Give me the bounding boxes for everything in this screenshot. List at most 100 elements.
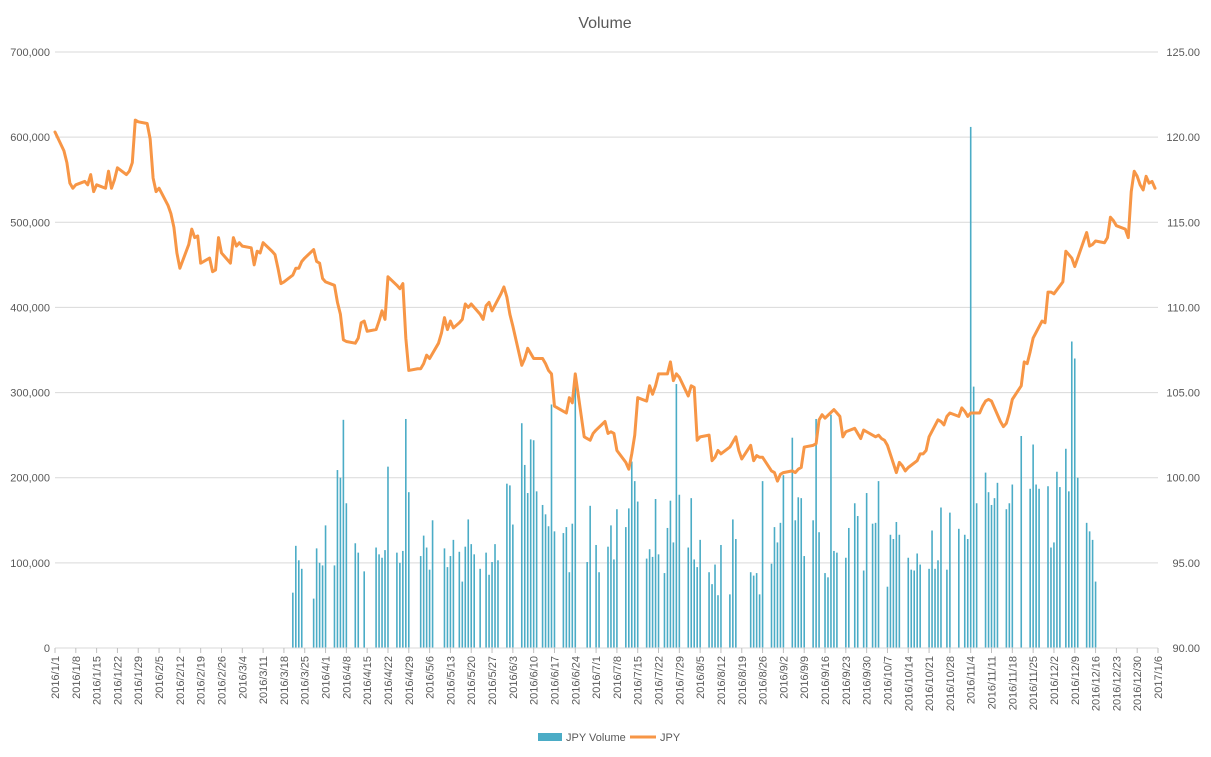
- x-tick-label: 2016/3/4: [237, 656, 249, 699]
- volume-bar: [628, 508, 630, 648]
- volume-bar: [1035, 484, 1037, 648]
- volume-bar: [963, 534, 966, 648]
- volume-bar: [520, 423, 523, 648]
- volume-bar: [657, 554, 660, 648]
- left-tick-label: 300,000: [10, 388, 50, 400]
- volume-bar: [937, 560, 939, 648]
- x-tick-label: 2016/7/8: [612, 656, 624, 699]
- volume-bar: [729, 594, 731, 648]
- volume-bar: [672, 542, 675, 648]
- jpy-line: [53, 118, 1157, 483]
- volume-bar: [613, 559, 615, 648]
- x-tick-label: 2016/8/19: [737, 656, 749, 705]
- volume-bar: [636, 501, 639, 648]
- x-tick-label: 2016/11/11: [987, 656, 999, 709]
- x-tick-label: 2016/5/20: [466, 656, 478, 705]
- x-tick-label: 2016/7/22: [654, 656, 666, 705]
- x-tick-label: 2016/5/6: [425, 656, 437, 699]
- volume-bar: [363, 571, 365, 648]
- volume-bar: [895, 521, 898, 648]
- right-tick-label: 95.00: [1172, 558, 1200, 570]
- x-tick-label: 2016/10/14: [903, 656, 915, 711]
- volume-bar: [342, 419, 345, 648]
- volume-bar: [1050, 547, 1052, 648]
- x-tick-label: 2016/10/21: [924, 656, 936, 711]
- volume-bar: [321, 565, 324, 648]
- x-tick-label: 2016/4/22: [383, 656, 395, 705]
- x-tick-label: 2016/11/18: [1007, 656, 1019, 710]
- volume-bar: [779, 522, 782, 648]
- volume-bar: [529, 439, 532, 648]
- x-tick-label: 2016/2/5: [154, 656, 166, 699]
- volume-bar: [384, 550, 386, 648]
- volume-bar: [553, 531, 556, 648]
- volume-bar: [574, 385, 577, 648]
- x-tick-label: 2016/5/27: [487, 656, 499, 705]
- volume-bar: [339, 477, 342, 648]
- volume-bar: [856, 516, 859, 648]
- x-tick-label: 2016/3/18: [279, 656, 291, 705]
- volume-bar: [717, 595, 719, 648]
- volume-bar: [972, 386, 975, 648]
- volume-bar: [1038, 488, 1040, 648]
- volume-bar: [996, 482, 999, 648]
- x-tick-label: 2016/3/11: [258, 656, 270, 704]
- chart-title: Volume: [578, 15, 631, 32]
- volume-bar: [833, 550, 835, 648]
- volume-bar: [886, 586, 889, 648]
- volume-bar: [958, 528, 960, 648]
- legend-label-jpy: JPY: [660, 732, 681, 744]
- x-tick-label: 2016/3/25: [300, 656, 312, 705]
- x-axis: 2016/1/1 2016/1/8 2016/1/15 2016/1/22 2016/1…: [50, 648, 1165, 711]
- volume-bar: [378, 554, 380, 648]
- volume-bar: [877, 481, 880, 648]
- volume-bar: [630, 461, 633, 648]
- x-tick-label: 2016/1/15: [92, 656, 104, 705]
- x-tick-label: 2016/4/8: [341, 656, 353, 699]
- volume-bar: [535, 491, 538, 648]
- x-tick-label: 2016/8/5: [695, 656, 707, 699]
- volume-bar: [919, 564, 921, 648]
- volume-bar: [931, 530, 933, 648]
- x-tick-label: 2016/11/25: [1028, 656, 1040, 710]
- x-tick-label: 2016/1/8: [71, 656, 83, 699]
- x-tick-label: 2016/11/4: [966, 656, 978, 704]
- volume-bar: [1091, 539, 1094, 648]
- volume-bar: [1047, 486, 1049, 648]
- volume-bar: [708, 572, 710, 648]
- right-tick-label: 120.00: [1166, 132, 1200, 144]
- volume-bar: [803, 556, 806, 648]
- left-tick-label: 500,000: [10, 217, 50, 229]
- volume-bar: [969, 126, 972, 649]
- volume-bar: [1029, 488, 1031, 648]
- volume-bar: [485, 552, 487, 648]
- left-tick-label: 400,000: [10, 302, 50, 314]
- volume-bar: [752, 575, 755, 648]
- volume-bar: [758, 594, 761, 648]
- volume-bar: [984, 472, 987, 648]
- volume-bar: [318, 562, 321, 648]
- volume-bar: [547, 526, 550, 648]
- volume-bar: [845, 557, 847, 648]
- volume-bar: [1088, 531, 1091, 648]
- x-tick-label: 2016/12/16: [1091, 656, 1103, 711]
- volume-bar: [732, 519, 734, 648]
- volume-bar: [1065, 448, 1067, 648]
- volume-bar: [836, 552, 838, 648]
- volume-bar: [300, 568, 303, 648]
- volume-bar: [550, 404, 553, 648]
- volume-bar: [473, 554, 475, 648]
- legend-label-volume: JPY Volume: [566, 732, 626, 744]
- volume-bar: [345, 503, 348, 648]
- volume-bar: [381, 557, 383, 648]
- volume-bar: [419, 556, 422, 648]
- volume-bar: [654, 499, 657, 648]
- x-tick-label: 2016/1/22: [112, 656, 124, 705]
- volume-bar: [678, 494, 681, 648]
- right-tick-label: 110.00: [1167, 302, 1200, 314]
- volume-bar: [616, 509, 618, 648]
- volume-bar: [693, 559, 695, 648]
- legend-swatch-volume: [538, 733, 562, 741]
- volume-bar: [470, 544, 473, 648]
